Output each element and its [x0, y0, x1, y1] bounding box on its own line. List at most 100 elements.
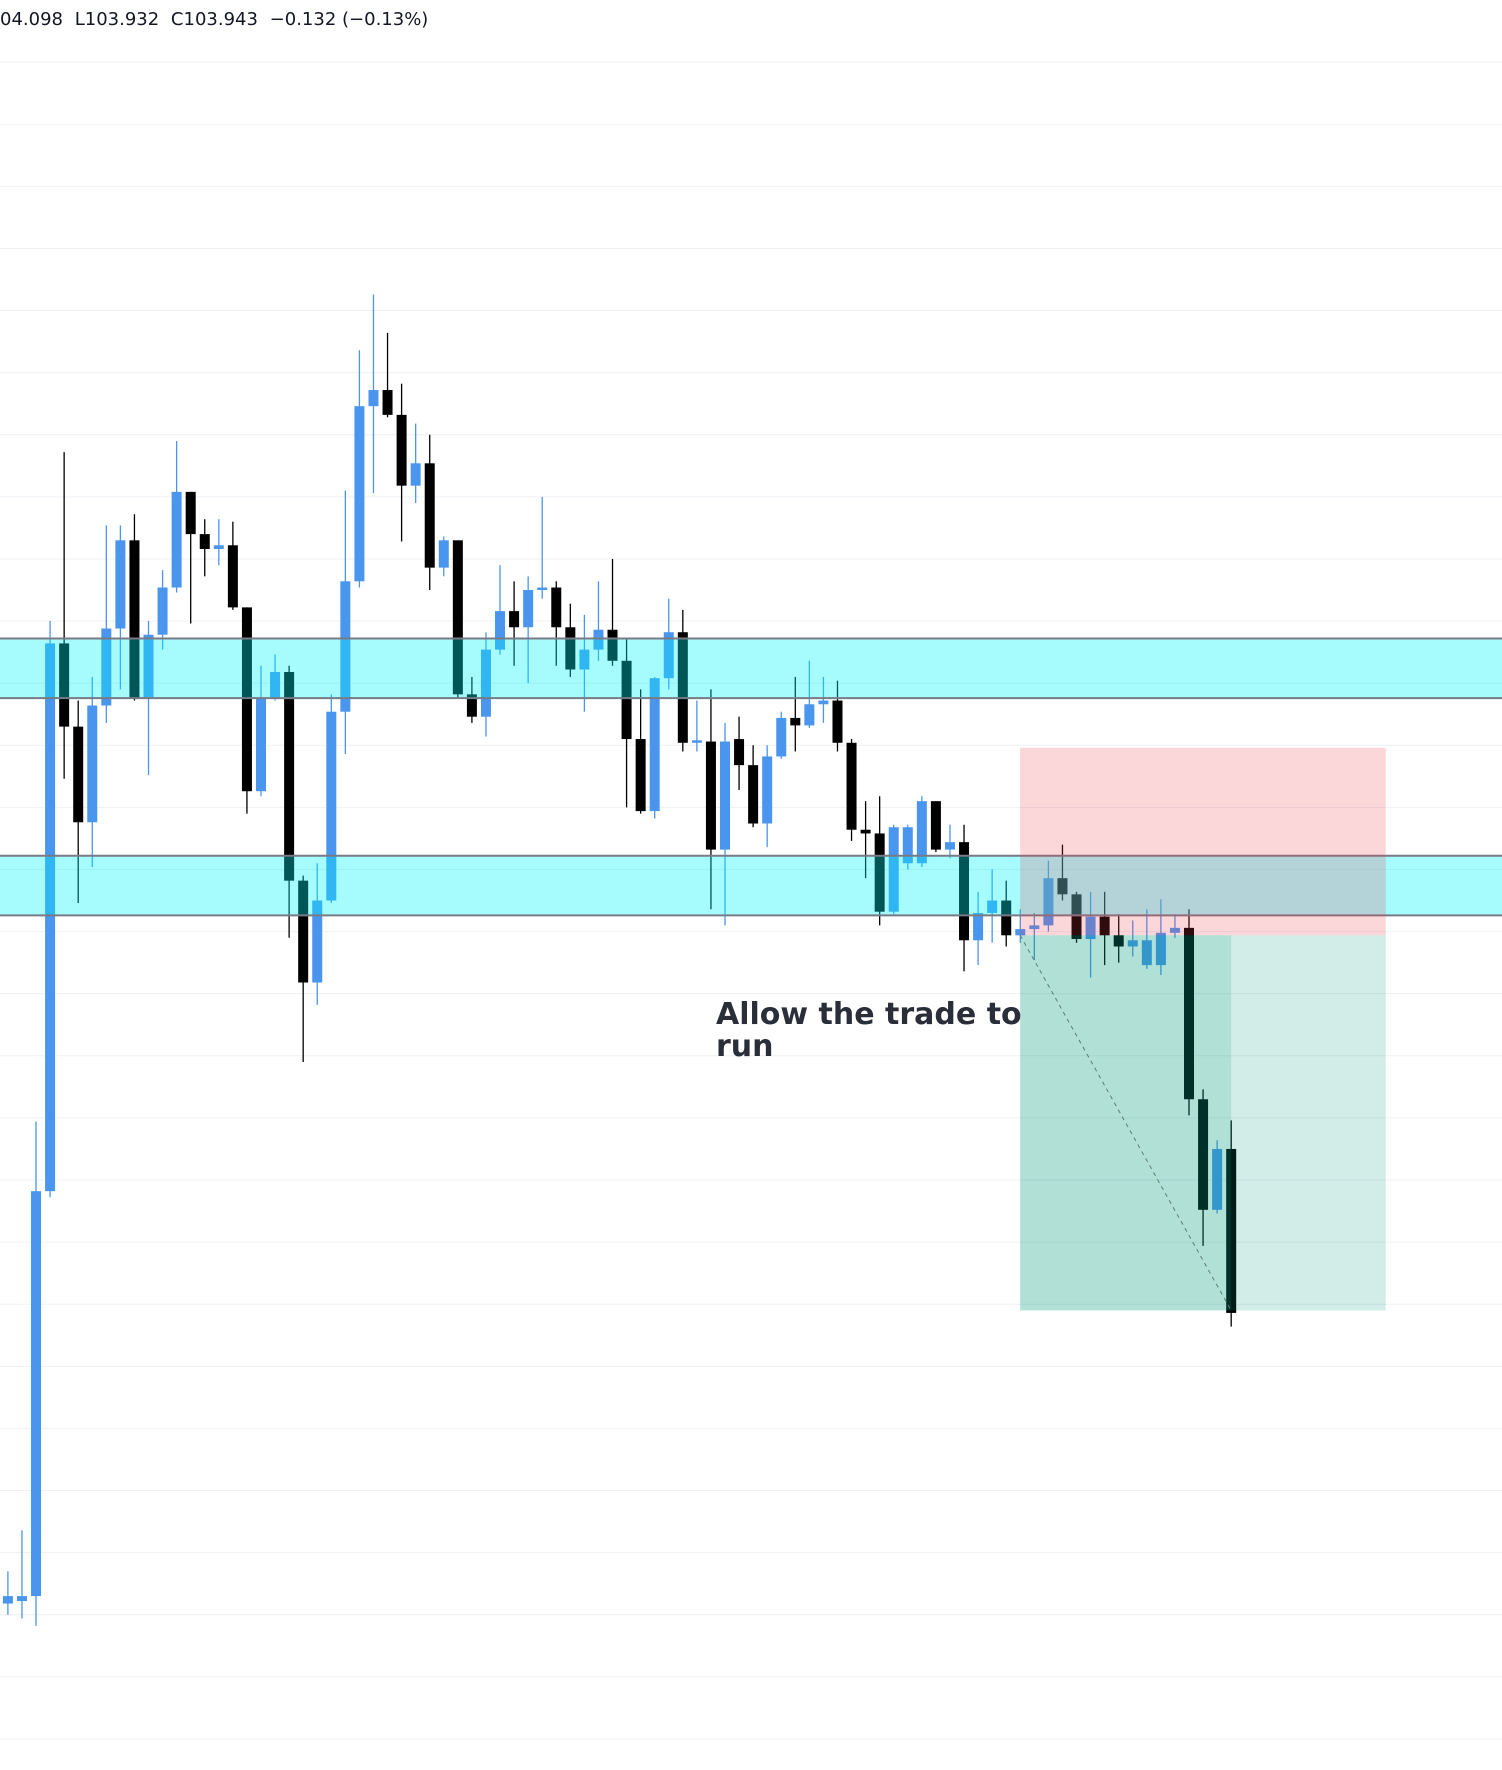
stop-zone — [1020, 747, 1386, 936]
candle-body — [185, 491, 196, 535]
candle-body — [663, 632, 674, 679]
candle-body — [635, 739, 646, 812]
candle-body — [973, 912, 984, 941]
candle-body — [87, 705, 98, 823]
candle-body — [340, 581, 351, 712]
candle-body — [368, 390, 379, 407]
candle-body — [1184, 927, 1195, 1100]
legend-low: 103.932 — [85, 9, 159, 30]
candle-body — [227, 545, 238, 608]
candle-body — [1043, 878, 1054, 926]
candle-body — [326, 711, 337, 901]
candle-body — [452, 540, 463, 695]
legend-high: 04.098 — [0, 9, 63, 30]
candle-body — [1057, 878, 1068, 895]
candle-body — [902, 827, 913, 864]
candle-body — [677, 632, 688, 743]
candle-body — [312, 900, 323, 983]
candle-body — [621, 660, 632, 740]
candle-body — [73, 726, 84, 823]
candle-body — [241, 607, 252, 792]
candle-body — [734, 739, 745, 766]
candle-body — [860, 829, 871, 834]
candle-body — [284, 671, 295, 881]
candle-body — [691, 740, 702, 743]
candle-body — [1001, 900, 1012, 936]
candle-body — [438, 540, 449, 568]
candle-body — [537, 587, 548, 590]
candle-body — [213, 545, 224, 550]
candle-body — [382, 390, 393, 415]
annotation-line: run — [716, 1029, 774, 1064]
candle-body — [874, 833, 885, 912]
candle-body — [157, 587, 168, 635]
candle-body — [115, 540, 126, 629]
candle-body — [1141, 940, 1152, 966]
legend-close-label: C — [171, 9, 184, 30]
candle-body — [762, 756, 773, 824]
candle-body — [804, 704, 815, 726]
candle-body — [1029, 925, 1040, 930]
candle-body — [607, 629, 618, 661]
candle-body — [1198, 1099, 1209, 1210]
candle-body — [31, 1191, 42, 1597]
candle-body — [354, 406, 365, 582]
candle-body — [1169, 927, 1180, 933]
candle-body — [129, 540, 140, 699]
candle-body — [45, 643, 56, 1192]
candle-body — [1226, 1148, 1237, 1313]
candle-body — [987, 900, 998, 913]
zone — [0, 855, 1502, 916]
candle-body — [888, 827, 899, 912]
target-zone — [1020, 935, 1386, 1311]
candle-body — [396, 414, 407, 486]
candle-body — [579, 649, 590, 670]
overlays — [0, 637, 1502, 1311]
candle-body — [959, 842, 970, 941]
candle-body — [59, 643, 70, 727]
candle-body — [832, 700, 843, 743]
candle-body — [171, 491, 182, 588]
candle-body — [916, 801, 927, 864]
candle-body — [495, 611, 506, 650]
legend-low-label: L — [75, 9, 85, 30]
candle-body — [1113, 935, 1124, 947]
candle-body — [199, 534, 210, 550]
candle-body — [143, 634, 154, 699]
candle-body — [649, 678, 660, 812]
candle-body — [509, 611, 520, 628]
candle-body — [818, 700, 829, 705]
candle-body — [705, 741, 716, 850]
candle-body — [846, 742, 857, 830]
annotation-line: Allow the trade to — [716, 997, 1022, 1032]
candle-body — [1155, 932, 1166, 966]
candle-body — [270, 671, 281, 699]
candle-body — [1071, 894, 1082, 940]
candle-body — [565, 627, 576, 670]
candle-body — [930, 801, 941, 850]
candle-body — [16, 1596, 27, 1602]
legend-change: −0.132 (−0.13%) — [270, 9, 429, 30]
candle-body — [410, 463, 421, 486]
legend-close: 103.943 — [184, 9, 258, 30]
candle-body — [944, 842, 955, 850]
candles — [2, 294, 1237, 1626]
candle-body — [719, 741, 730, 850]
candle-body — [593, 629, 604, 650]
candle-body — [551, 587, 562, 628]
candle-body — [1127, 940, 1138, 947]
ohlc-legend: 04.098 L103.932 C103.943 −0.132 (−0.13%) — [0, 9, 428, 30]
candle-body — [1015, 929, 1026, 936]
candle-body — [424, 463, 435, 568]
candle-body — [748, 765, 759, 824]
candle-body — [790, 717, 801, 726]
target-zone-filled — [1020, 935, 1232, 1311]
candle-body — [1085, 916, 1096, 940]
zone — [0, 638, 1502, 699]
candle-body — [2, 1596, 13, 1604]
candle-body — [523, 590, 534, 628]
candle-body — [480, 649, 491, 717]
candle-body — [776, 717, 787, 757]
